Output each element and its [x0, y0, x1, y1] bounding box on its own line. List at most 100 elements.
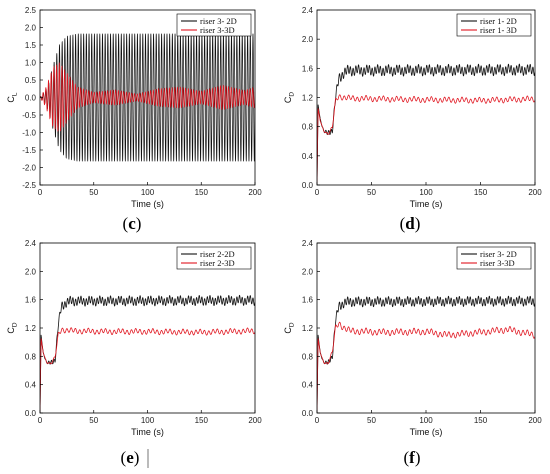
panel-label-c: (c)	[123, 214, 142, 233]
legend-entry: riser 3-3D	[480, 258, 515, 268]
y-tick-label: 0.5	[25, 76, 37, 85]
y-axis-label: CD	[6, 322, 19, 334]
x-tick-label: 150	[195, 416, 209, 425]
y-tick-label: 2.0	[25, 24, 37, 33]
y-tick-label: 2.4	[25, 239, 37, 248]
legend-entry: riser 2-3D	[200, 258, 235, 268]
y-axis-label-sub: D	[12, 322, 19, 327]
x-tick-label: 150	[195, 188, 209, 197]
chart-panel-d: 0.0 0.4 0.8 1.2 1.6 2.0 2.4 0 50 100 150 200 Time (s…	[283, 6, 542, 233]
x-axis-label: Time (s)	[410, 427, 443, 437]
x-tick-label: 0	[315, 416, 320, 425]
y-axis-label-sub: L	[12, 92, 19, 96]
legend-entry: riser 3- 2D	[480, 249, 517, 259]
y-tick-label: 1.2	[302, 324, 314, 333]
series-line-d-1	[317, 94, 535, 185]
series-line-c-1	[40, 62, 255, 132]
series-line-e-1	[40, 327, 255, 413]
x-tick-label: 200	[248, 416, 262, 425]
y-tick-label: 0.4	[302, 152, 314, 161]
y-tick-label: 1.5	[25, 41, 37, 50]
series-line-d-0	[317, 63, 535, 185]
legend-entry: riser 3-3D	[200, 25, 235, 35]
legend-entry: riser 3- 2D	[200, 16, 237, 26]
y-tick-label: -1.0	[22, 129, 36, 138]
y-tick-label: 0.0	[302, 409, 314, 418]
x-tick-label: 150	[474, 188, 488, 197]
x-tick-label: 0	[315, 188, 320, 197]
x-tick-label: 200	[248, 188, 262, 197]
y-axis-label-main: C	[6, 96, 16, 103]
y-tick-label: 2.0	[302, 35, 314, 44]
y-tick-label: -2.5	[22, 181, 36, 190]
panel-letter: d	[405, 214, 415, 233]
y-tick-label: -1.5	[22, 146, 36, 155]
x-tick-label: 50	[367, 416, 376, 425]
y-tick-label: 0.0	[25, 409, 37, 418]
y-tick-label: 0.8	[25, 352, 37, 361]
y-tick-label: 0.0	[25, 94, 37, 103]
series-line-f-0	[317, 295, 535, 413]
y-axis-label: CD	[283, 322, 296, 334]
panel-letter: f	[409, 448, 415, 467]
x-tick-label: 0	[38, 188, 43, 197]
x-axis-label: Time (s)	[131, 427, 164, 437]
legend-entry: riser 2-2D	[200, 249, 235, 259]
y-tick-label: 1.6	[302, 296, 314, 305]
series-line-e-0	[40, 294, 255, 413]
y-tick-label: 2.0	[25, 267, 37, 276]
y-axis-label: CD	[283, 92, 296, 104]
y-tick-label: 2.0	[302, 267, 314, 276]
panel-label-f: (f)	[403, 448, 420, 467]
y-tick-label: 1.6	[302, 64, 314, 73]
y-tick-label: 0.8	[302, 352, 314, 361]
y-tick-label: 2.4	[302, 239, 314, 248]
panel-label-e: (e)	[121, 448, 140, 467]
y-tick-label: 2.4	[302, 6, 314, 15]
y-axis-label-main: C	[283, 327, 293, 334]
x-tick-label: 100	[141, 416, 155, 425]
x-tick-label: 50	[367, 188, 376, 197]
y-tick-label: 1.2	[25, 324, 37, 333]
y-tick-label: 2.5	[25, 6, 37, 15]
y-tick-label: -2.0	[22, 164, 36, 173]
x-tick-label: 100	[419, 188, 433, 197]
y-axis-label-sub: D	[289, 92, 296, 97]
y-tick-label: 0.4	[302, 381, 314, 390]
x-tick-label: 0	[38, 416, 43, 425]
chart-panel-e: 0.0 0.4 0.8 1.2 1.6 2.0 2.4 0 50 100 150 200 Time (s…	[6, 239, 262, 467]
x-tick-label: 150	[474, 416, 488, 425]
x-tick-label: 50	[89, 188, 98, 197]
y-axis-label-main: C	[6, 327, 16, 334]
x-tick-label: 200	[528, 188, 542, 197]
y-axis-label-sub: D	[289, 322, 296, 327]
x-tick-label: 200	[528, 416, 542, 425]
x-axis-label: Time (s)	[131, 199, 164, 209]
y-tick-label: 1.6	[25, 296, 37, 305]
x-tick-label: 100	[419, 416, 433, 425]
y-tick-label: 0.4	[25, 381, 37, 390]
chart-panel-c: -2.5 -2.0 -1.5 -1.0 -0.5 0.0 0.5 1.0 1.5 2.0 2.5 0 5…	[6, 6, 262, 233]
y-axis-label-main: C	[283, 96, 293, 103]
x-tick-label: 50	[89, 416, 98, 425]
series-line-f-1	[317, 321, 535, 413]
x-axis-label: Time (s)	[410, 199, 443, 209]
y-tick-label: 0.8	[302, 123, 314, 132]
panel-letter: e	[126, 448, 134, 467]
panel-letter: c	[128, 214, 136, 233]
y-tick-label: -0.5	[22, 111, 36, 120]
y-tick-label: 0.0	[302, 181, 314, 190]
chart-panel-f: 0.0 0.4 0.8 1.2 1.6 2.0 2.4 0 50 100 150 200 Time (s…	[283, 239, 542, 467]
panel-label-d: (d)	[400, 214, 421, 233]
y-tick-label: 1.2	[302, 94, 314, 103]
legend-entry: riser 1- 3D	[480, 25, 517, 35]
legend-entry: riser 1- 2D	[480, 16, 517, 26]
x-tick-label: 100	[141, 188, 155, 197]
y-axis-label: CL	[6, 92, 19, 103]
y-tick-label: 1.0	[25, 59, 37, 68]
